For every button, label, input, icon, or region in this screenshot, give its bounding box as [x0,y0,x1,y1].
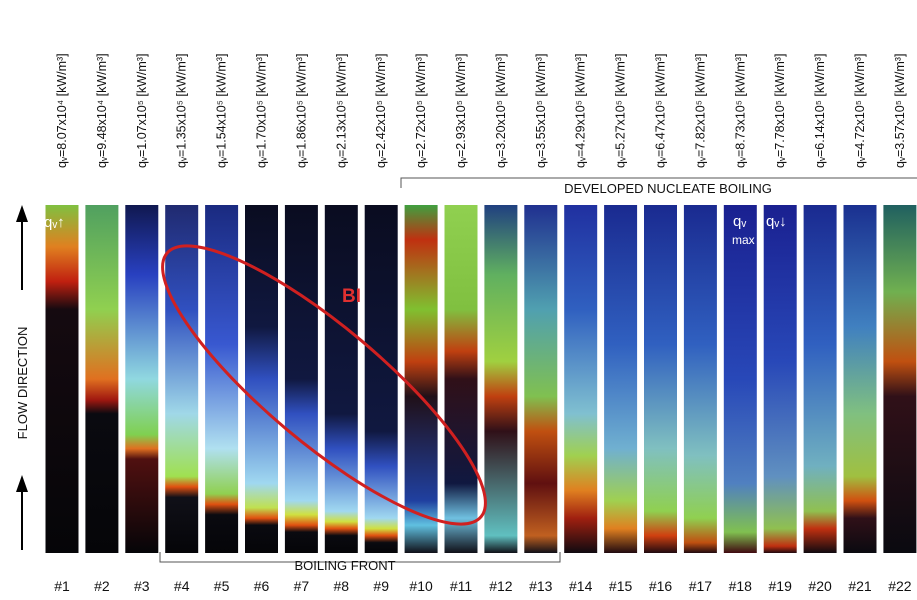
heat-flux-label: qᵥ=1.70x10⁵ [kW/m³] [255,54,269,168]
image-label: #4 [174,578,190,594]
heat-flux-label: qᵥ=1.86x10⁵ [kW/m³] [294,54,308,168]
image-strip [764,205,797,553]
figure: qᵥ=8.07x10⁴ [kW/m³] qᵥ=9.48x10⁴ [kW/m³] qᵥ… [0,0,917,600]
image-strip [325,205,358,553]
arrow-head [16,205,28,222]
flow-direction: FLOW DIRECTION [15,327,30,440]
bracket-label: DEVELOPED NUCLEATE BOILING [564,181,772,196]
image-label: #10 [409,578,433,594]
image-label: #16 [649,578,673,594]
heat-flux-label: qᵥ=3.20x10⁵ [kW/m³] [494,54,508,168]
image-label: #7 [294,578,310,594]
heat-flux-label: qᵥ=1.35x10⁵ [kW/m³] [175,54,189,168]
image-label: #8 [334,578,350,594]
image-label: #20 [808,578,832,594]
image-strip [46,205,79,553]
heat-flux-label: qᵥ=2.42x10⁵ [kW/m³] [374,54,388,168]
heat-flux-label: qᵥ=8.73x10⁵ [kW/m³] [733,54,747,168]
image-strip [644,205,677,553]
heat-flux-label: qᵥ=9.48x10⁴ [kW/m³] [95,53,109,168]
image-strips [46,205,917,553]
heat-flux-label: qᵥ=6.47x10⁵ [kW/m³] [654,54,668,168]
image-label: #3 [134,578,150,594]
heat-flux-label: qᵥ=8.07x10⁴ [kW/m³] [55,53,69,168]
image-strip [165,205,198,553]
image-label: #2 [94,578,110,594]
image-strip [524,205,557,553]
image-strip [285,205,318,553]
image-label: #12 [489,578,513,594]
image-label: #18 [729,578,753,594]
annotation: qᵥ↑ [44,214,65,231]
image-label: #11 [450,578,473,594]
image-strip [85,205,118,553]
image-labels: #1 #2 #3 #4 #5 #6 #7 #8 #9 #10 #11 #12 #13 #14 #15 #16 #… [54,578,912,594]
image-label: #6 [254,578,270,594]
heat-flux-label: qᵥ=4.72x10⁵ [kW/m³] [853,54,867,168]
heat-flux-label: qᵥ=1.54x10⁵ [kW/m³] [215,54,229,168]
image-label: #19 [769,578,793,594]
heat-flux-label: qᵥ=5.27x10⁵ [kW/m³] [614,54,628,168]
annotation: qᵥ [733,213,746,230]
heat-flux-label: qᵥ=2.93x10⁵ [kW/m³] [454,54,468,168]
image-label: #5 [214,578,230,594]
image-strip [245,205,278,553]
heat-flux-label: qᵥ=3.57x10⁵ [kW/m³] [893,54,907,168]
image-label: #17 [689,578,713,594]
image-strip [804,205,837,553]
image-strip [405,205,438,553]
annotation: max [732,233,755,247]
image-strip [484,205,517,553]
image-strip [684,205,717,553]
heat-flux-label: qᵥ=6.14x10⁵ [kW/m³] [813,54,827,168]
heat-flux-label: qᵥ=7.78x10⁵ [kW/m³] [773,54,787,168]
heat-flux-label: qᵥ=3.55x10⁵ [kW/m³] [534,54,548,168]
arrow-head [16,475,28,492]
image-label: #1 [54,578,70,594]
heat-flux-label: qᵥ=2.13x10⁵ [kW/m³] [334,54,348,168]
heat-flux-label: qᵥ=1.07x10⁵ [kW/m³] [135,54,149,168]
heat-flux-labels: qᵥ=8.07x10⁴ [kW/m³] qᵥ=9.48x10⁴ [kW/m³] qᵥ… [55,53,907,168]
image-strip [724,205,757,553]
bracket-label: BOILING FRONT [294,558,395,573]
image-strip [604,205,637,553]
bi-label: BI [342,286,361,307]
image-strip [445,205,478,553]
heat-flux-label: qᵥ=2.72x10⁵ [kW/m³] [414,54,428,168]
image-label: #13 [529,578,553,594]
image-label: #22 [888,578,912,594]
image-strip [883,205,916,553]
annotation: qᵥ↓ [766,213,787,230]
image-label: #15 [609,578,633,594]
image-label: #9 [373,578,389,594]
image-label: #14 [569,578,593,594]
image-strip [125,205,158,553]
heat-flux-label: qᵥ=4.29x10⁵ [kW/m³] [574,54,588,168]
image-label: #21 [848,578,872,594]
heat-flux-label: qᵥ=7.82x10⁵ [kW/m³] [693,54,707,168]
image-strip [844,205,877,553]
image-strip [564,205,597,553]
